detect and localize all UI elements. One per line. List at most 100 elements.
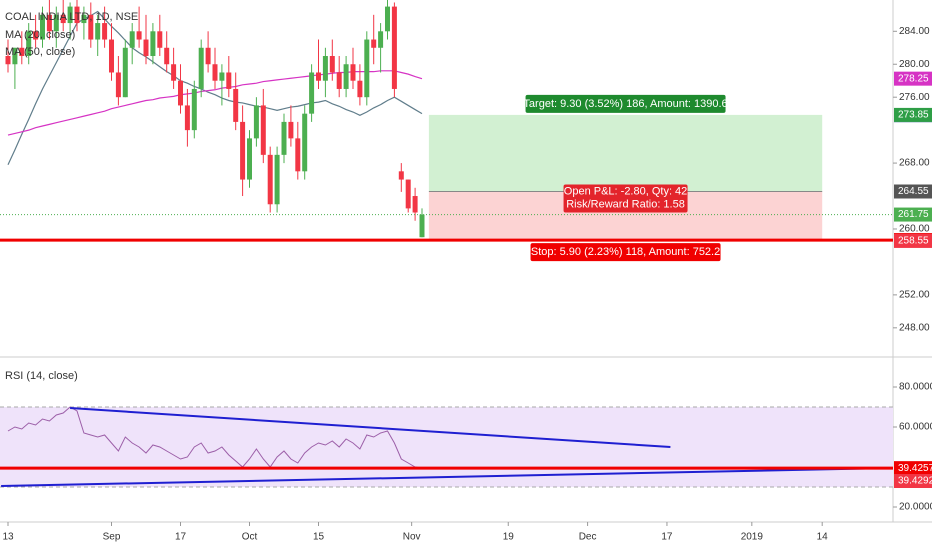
candle-body (295, 138, 301, 172)
candle-body (329, 56, 335, 73)
candle-body (12, 47, 18, 65)
candle-body (95, 23, 101, 40)
candle-body (288, 121, 294, 139)
candle-body (419, 214, 425, 238)
price-tag (894, 233, 932, 248)
candle-body (67, 6, 73, 24)
candle-body (19, 47, 25, 57)
legend-entry: MA (20, close) (5, 29, 75, 41)
candle-body (398, 171, 404, 180)
candle-body (115, 72, 121, 98)
price-tag (894, 461, 932, 476)
x-tick-label: Dec (579, 532, 597, 543)
candle-body (233, 88, 239, 122)
rsi-line (7, 406, 423, 469)
candle-body (46, 14, 52, 32)
price-tag-label: 278.25 (898, 73, 929, 84)
candle-body (226, 72, 232, 89)
price-tag-label: 261.75 (898, 209, 929, 220)
candle-body (60, 14, 66, 24)
pnl-bg (563, 184, 688, 213)
candle-body (364, 39, 370, 98)
candle-body (171, 64, 177, 81)
candle-body (122, 47, 128, 98)
candle-body (247, 138, 252, 180)
candle-body (357, 80, 363, 98)
trend-line (70, 407, 671, 448)
stop-label-bg (530, 243, 721, 262)
candle-body (53, 14, 59, 32)
y-tick-label: 80.0000 (899, 382, 932, 393)
candle-body (253, 105, 259, 139)
candle-body (143, 39, 149, 57)
y-tick-label: 280.00 (899, 59, 930, 70)
candle-body (274, 154, 280, 205)
candle-body (281, 121, 287, 155)
candle-body (343, 64, 349, 89)
candle-body (371, 39, 377, 48)
candle-body (267, 154, 273, 205)
x-tick-label: 17 (661, 532, 673, 543)
rr-label: Risk/Reward Ratio: 1.58 (566, 198, 685, 210)
candle-body (33, 31, 39, 40)
candle-body (5, 56, 11, 65)
candle-body (378, 31, 384, 48)
axes: 248.00 252.00 260.00 268.00 276.00 280.00 284.… (2, 26, 932, 543)
candle-body (350, 64, 356, 81)
y-tick-label: 60.0000 (899, 422, 932, 433)
x-tick-label: 14 (817, 532, 829, 543)
chart-title: COAL INDIA LTD, 1D, NSE (5, 11, 138, 23)
x-tick-label: Nov (403, 532, 421, 543)
candle-body (260, 105, 266, 155)
candle-body (412, 196, 418, 213)
candle-body (198, 47, 204, 89)
candle-body (219, 72, 225, 81)
candle-body (405, 179, 411, 209)
y-tick-label: 276.00 (899, 92, 930, 103)
pnl-label: Open P&L: -2.80, Qty: 42 (564, 185, 688, 197)
candle-body (178, 80, 183, 106)
stop-label: Stop: 5.90 (2.23%) 118, Amount: 752.2 (531, 246, 720, 258)
y-tick-label: 260.00 (899, 224, 930, 235)
target-label: Target: 9.30 (3.52%) 186, Amount: 1390.6 (523, 98, 727, 110)
candle-body (74, 6, 80, 24)
price-tag-label: 264.55 (898, 186, 929, 197)
y-tick-label: 252.00 (899, 290, 930, 301)
candle-body (309, 72, 315, 114)
y-tick-label: 248.00 (899, 322, 930, 333)
rsi-band (0, 407, 893, 487)
price-tag-label: 273.85 (898, 110, 929, 121)
candle-body (316, 72, 321, 81)
x-tick-label: 15 (313, 532, 325, 543)
target-label-bg (525, 94, 726, 113)
y-tick-label: 284.00 (899, 26, 930, 37)
candle-body (184, 105, 190, 131)
candle-body (102, 23, 108, 40)
price-tag (894, 474, 932, 488)
candle-body (26, 31, 32, 57)
candle-body (212, 64, 218, 81)
legend-entry: MA (50, close) (5, 46, 75, 58)
price-tag-label: 39.4292 (898, 476, 932, 487)
price-tag (894, 184, 932, 199)
candle-body (109, 39, 114, 73)
candle-body (336, 72, 342, 89)
price-tag (894, 71, 932, 86)
main-pane: Target: 9.30 (3.52%) 186, Amount: 1390.6… (0, 0, 893, 262)
x-tick-label: Oct (242, 532, 258, 543)
price-tag (894, 207, 932, 222)
price-tag (894, 107, 932, 122)
candle-body (164, 47, 170, 65)
candle-body (129, 31, 135, 48)
trend-line (1, 467, 892, 487)
candle-body (205, 47, 211, 65)
candle-body (136, 31, 142, 40)
rsi-title: RSI (14, close) (5, 370, 78, 382)
x-tick-label: 17 (175, 532, 187, 543)
candle-body (150, 31, 156, 57)
x-tick-label: Sep (103, 532, 121, 543)
rsi-pane (0, 406, 893, 488)
target-zone (428, 114, 823, 192)
price-tag-label: 258.55 (898, 236, 929, 247)
